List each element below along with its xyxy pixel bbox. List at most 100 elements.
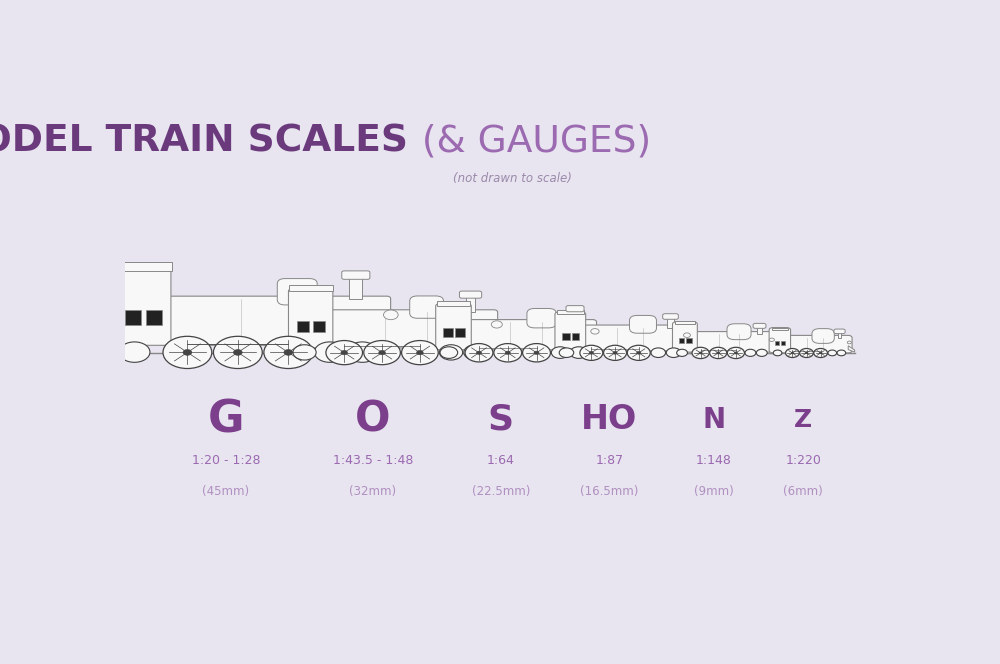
Circle shape bbox=[551, 347, 569, 359]
Circle shape bbox=[604, 345, 627, 361]
Circle shape bbox=[534, 351, 539, 355]
Text: 1:43.5 - 1:48: 1:43.5 - 1:48 bbox=[333, 454, 413, 467]
FancyBboxPatch shape bbox=[782, 335, 852, 353]
Text: 1:220: 1:220 bbox=[785, 454, 821, 467]
Circle shape bbox=[692, 347, 709, 359]
Circle shape bbox=[347, 342, 378, 363]
Circle shape bbox=[477, 351, 482, 355]
Circle shape bbox=[494, 343, 522, 362]
Circle shape bbox=[727, 347, 744, 359]
Text: G: G bbox=[208, 398, 244, 441]
Circle shape bbox=[786, 349, 799, 357]
FancyBboxPatch shape bbox=[459, 291, 482, 298]
Circle shape bbox=[769, 338, 774, 341]
Circle shape bbox=[756, 349, 767, 357]
Circle shape bbox=[651, 348, 666, 357]
Circle shape bbox=[465, 343, 493, 362]
FancyBboxPatch shape bbox=[288, 289, 333, 348]
Text: 1:148: 1:148 bbox=[696, 454, 732, 467]
FancyBboxPatch shape bbox=[688, 331, 774, 352]
Text: (& GAUGES): (& GAUGES) bbox=[410, 123, 651, 159]
Bar bbox=[349, 276, 362, 299]
FancyBboxPatch shape bbox=[576, 325, 689, 351]
Circle shape bbox=[559, 348, 574, 357]
Text: (22.5mm): (22.5mm) bbox=[472, 485, 530, 498]
Circle shape bbox=[847, 341, 851, 344]
Circle shape bbox=[293, 345, 316, 360]
Bar bbox=[146, 309, 162, 325]
Bar bbox=[313, 321, 325, 332]
Circle shape bbox=[745, 349, 756, 357]
Circle shape bbox=[439, 345, 463, 360]
Text: N: N bbox=[702, 406, 726, 434]
FancyBboxPatch shape bbox=[277, 279, 317, 305]
Text: O: O bbox=[355, 398, 391, 441]
Circle shape bbox=[440, 347, 458, 359]
Text: (9mm): (9mm) bbox=[694, 485, 734, 498]
Text: (45mm): (45mm) bbox=[202, 485, 249, 498]
FancyBboxPatch shape bbox=[461, 319, 597, 350]
Bar bbox=[557, 311, 584, 315]
FancyBboxPatch shape bbox=[566, 305, 584, 312]
Text: HO: HO bbox=[581, 403, 638, 436]
Circle shape bbox=[491, 321, 502, 328]
Circle shape bbox=[828, 350, 837, 356]
FancyBboxPatch shape bbox=[753, 323, 766, 329]
FancyBboxPatch shape bbox=[812, 329, 834, 343]
Circle shape bbox=[637, 351, 641, 354]
Circle shape bbox=[591, 329, 599, 334]
Circle shape bbox=[379, 351, 385, 355]
Circle shape bbox=[119, 342, 150, 363]
FancyBboxPatch shape bbox=[159, 296, 391, 345]
Circle shape bbox=[233, 349, 242, 355]
FancyBboxPatch shape bbox=[629, 315, 656, 333]
Circle shape bbox=[326, 341, 363, 365]
Circle shape bbox=[800, 349, 813, 357]
Bar bbox=[667, 317, 674, 327]
Circle shape bbox=[464, 345, 487, 360]
Bar bbox=[781, 341, 785, 345]
FancyBboxPatch shape bbox=[322, 310, 498, 348]
Text: 1:87: 1:87 bbox=[595, 454, 623, 467]
Text: COMMON MODEL TRAIN SCALES: COMMON MODEL TRAIN SCALES bbox=[0, 123, 408, 159]
Text: 1:64: 1:64 bbox=[487, 454, 515, 467]
Text: (32mm): (32mm) bbox=[349, 485, 397, 498]
Bar bbox=[675, 321, 695, 325]
Circle shape bbox=[213, 336, 262, 369]
Circle shape bbox=[805, 352, 808, 354]
Circle shape bbox=[627, 345, 650, 361]
FancyBboxPatch shape bbox=[114, 268, 171, 345]
FancyBboxPatch shape bbox=[663, 313, 678, 319]
FancyBboxPatch shape bbox=[555, 312, 586, 351]
Bar bbox=[455, 329, 465, 337]
Polygon shape bbox=[387, 327, 410, 349]
Bar bbox=[775, 341, 779, 345]
Bar bbox=[289, 285, 333, 291]
Circle shape bbox=[684, 333, 690, 337]
Circle shape bbox=[505, 351, 510, 355]
Text: (not drawn to scale): (not drawn to scale) bbox=[453, 173, 572, 185]
Circle shape bbox=[580, 345, 603, 361]
Circle shape bbox=[666, 348, 681, 357]
Text: (16.5mm): (16.5mm) bbox=[580, 485, 639, 498]
Polygon shape bbox=[494, 333, 511, 350]
Bar bbox=[125, 309, 141, 325]
Text: 1:20 - 1:28: 1:20 - 1:28 bbox=[192, 454, 260, 467]
Circle shape bbox=[417, 351, 423, 355]
Bar bbox=[572, 333, 579, 340]
FancyBboxPatch shape bbox=[342, 271, 370, 280]
Circle shape bbox=[364, 341, 400, 365]
Circle shape bbox=[710, 347, 727, 359]
Circle shape bbox=[384, 310, 398, 319]
Bar bbox=[772, 328, 788, 330]
Bar bbox=[297, 321, 309, 332]
Text: S: S bbox=[488, 402, 514, 437]
FancyBboxPatch shape bbox=[527, 309, 556, 328]
Bar bbox=[686, 338, 692, 343]
Polygon shape bbox=[848, 346, 855, 352]
Circle shape bbox=[284, 349, 293, 355]
Circle shape bbox=[264, 336, 313, 369]
Circle shape bbox=[613, 351, 617, 354]
FancyBboxPatch shape bbox=[410, 296, 444, 318]
Circle shape bbox=[341, 351, 348, 355]
